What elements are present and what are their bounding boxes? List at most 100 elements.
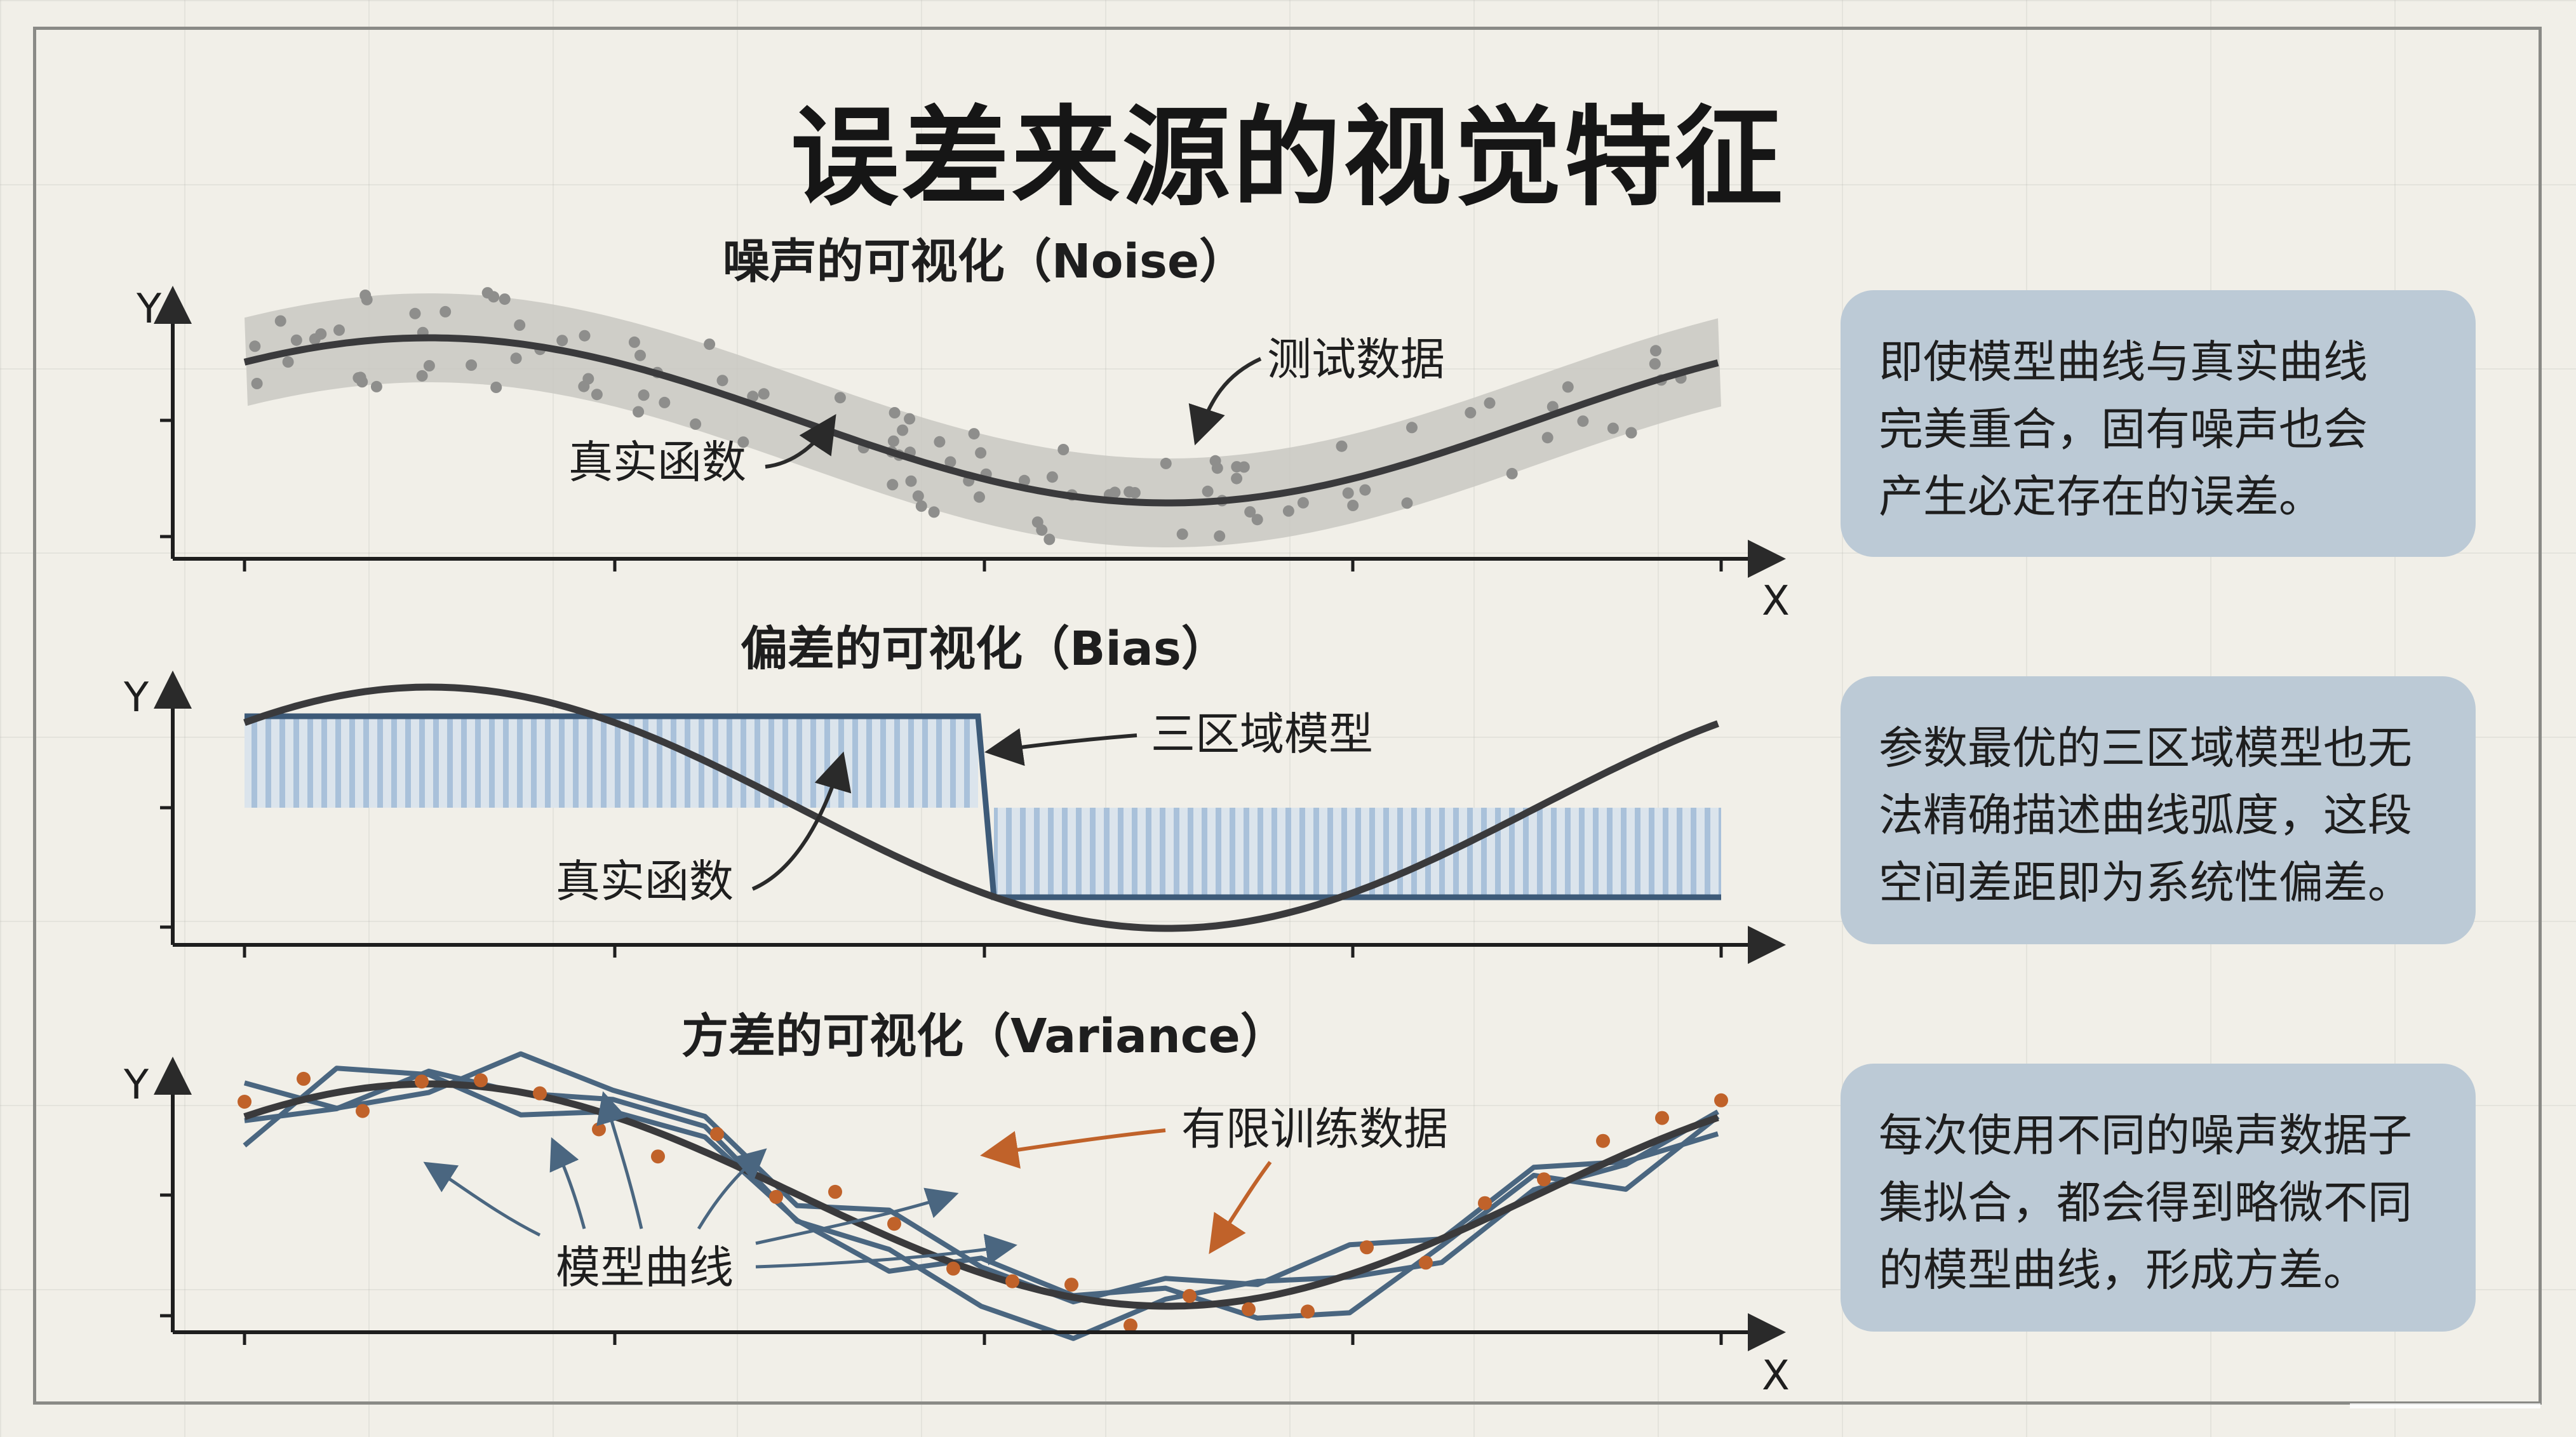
variance-explanation-callout: 每次使用不同的噪声数据子 集拟合，都会得到略微不同 的模型曲线，形成方差。 bbox=[1841, 1064, 2476, 1332]
variance-training-point bbox=[1005, 1274, 1019, 1288]
noise-axes bbox=[154, 286, 1786, 578]
variance-training-point bbox=[1596, 1133, 1610, 1148]
noise-test-point bbox=[579, 330, 591, 342]
bias-callout-line: 参数最优的三区域模型也无 bbox=[1879, 722, 2412, 774]
variance-training-point bbox=[533, 1086, 547, 1100]
variance-training-point bbox=[1419, 1255, 1433, 1270]
variance-callout-line: 每次使用不同的噪声数据子 bbox=[1879, 1109, 2412, 1161]
noise-test-point bbox=[934, 436, 946, 448]
noise-test-point bbox=[510, 352, 522, 364]
variance-training-point bbox=[1183, 1288, 1197, 1303]
noise-true-function-label: 真实函数 bbox=[568, 436, 746, 488]
noise-test-point bbox=[758, 388, 770, 400]
variance-model-arrow-1 bbox=[423, 1161, 541, 1237]
page-title: 误差来源的视觉特征 bbox=[790, 95, 1785, 221]
noise-test-point bbox=[466, 359, 478, 371]
bias-true-function-arrow bbox=[751, 751, 852, 891]
noise-test-point bbox=[1406, 422, 1418, 434]
variance-training-point bbox=[415, 1074, 429, 1089]
noise-test-point bbox=[747, 391, 759, 403]
noise-test-point bbox=[582, 373, 594, 385]
bias-true-function-curve bbox=[243, 683, 1719, 932]
noise-test-point bbox=[514, 319, 526, 331]
noise-test-point bbox=[556, 335, 568, 347]
noise-test-point bbox=[274, 315, 286, 327]
noise-test-point bbox=[1018, 474, 1030, 486]
noise-test-point bbox=[1336, 440, 1348, 452]
variance-training-point bbox=[474, 1073, 488, 1088]
variance-training-point bbox=[1064, 1278, 1078, 1292]
noise-test-point bbox=[1401, 497, 1413, 509]
noise-test-point bbox=[944, 456, 956, 468]
noise-y-axis-label: Y bbox=[136, 286, 162, 333]
noise-test-point bbox=[1484, 397, 1496, 409]
noise-test-point bbox=[1347, 500, 1359, 511]
bias-explanation-callout: 参数最优的三区域模型也无 法精确描述曲线弧度，这段 空间差距即为系统性偏差。 bbox=[1841, 676, 2476, 944]
noise-test-data-arrow bbox=[1188, 357, 1262, 446]
noise-test-point bbox=[352, 372, 365, 384]
noise-test-point bbox=[361, 293, 373, 305]
variance-training-point bbox=[238, 1095, 252, 1109]
noise-test-point bbox=[628, 336, 640, 348]
variance-model-arrow-5 bbox=[755, 1187, 959, 1245]
variance-training-point bbox=[651, 1149, 665, 1164]
variance-panel: Y X 有限训练数据 模型曲线 bbox=[123, 1051, 1790, 1400]
noise-x-axis-label: X bbox=[1762, 578, 1790, 625]
variance-x-axis-label: X bbox=[1762, 1353, 1790, 1400]
variance-training-point bbox=[887, 1217, 901, 1231]
noise-test-point bbox=[423, 360, 435, 371]
noise-true-function-arrow bbox=[765, 413, 836, 469]
noise-test-data-label: 测试数据 bbox=[1267, 333, 1445, 385]
noise-test-point bbox=[1562, 381, 1574, 393]
noise-test-point bbox=[1057, 444, 1070, 455]
variance-callout-line: 的模型曲线，形成方差。 bbox=[1879, 1244, 2368, 1296]
noise-test-point bbox=[897, 424, 909, 436]
noise-test-point bbox=[333, 324, 345, 336]
noise-test-point bbox=[633, 406, 645, 418]
variance-training-point bbox=[356, 1104, 370, 1118]
noise-test-point bbox=[1541, 432, 1553, 444]
noise-test-point bbox=[1297, 497, 1309, 509]
noise-test-point bbox=[1282, 505, 1294, 517]
variance-training-point bbox=[1478, 1196, 1492, 1210]
noise-callout-line: 即使模型曲线与真实曲线 bbox=[1879, 336, 2368, 388]
variance-training-point bbox=[1537, 1172, 1551, 1187]
noise-test-point bbox=[968, 428, 980, 440]
bias-y-axis-label: Y bbox=[123, 674, 149, 721]
noise-test-point bbox=[1046, 471, 1058, 483]
noise-test-point bbox=[928, 506, 940, 518]
noise-test-point bbox=[499, 293, 511, 305]
noise-test-point bbox=[251, 378, 263, 389]
variance-callout-line: 集拟合，都会得到略微不同 bbox=[1879, 1177, 2412, 1229]
noise-test-point bbox=[416, 370, 428, 382]
noise-panel: Y X 测试数据 真实函数 bbox=[136, 286, 1790, 625]
variance-training-data-label: 有限训练数据 bbox=[1181, 1103, 1448, 1155]
noise-test-point bbox=[1160, 457, 1172, 469]
noise-test-point bbox=[1577, 415, 1589, 427]
noise-test-point bbox=[1251, 514, 1263, 526]
noise-test-point bbox=[1342, 487, 1354, 499]
bias-model-label: 三区域模型 bbox=[1151, 708, 1373, 760]
variance-model-curves bbox=[243, 1051, 1720, 1341]
variance-training-point bbox=[1360, 1240, 1374, 1255]
noise-test-point bbox=[1211, 462, 1223, 474]
bias-model-arrow bbox=[984, 728, 1137, 766]
noise-test-point bbox=[889, 407, 901, 418]
noise-callout-line: 产生必定存在的误差。 bbox=[1879, 471, 2323, 523]
variance-training-point bbox=[1301, 1304, 1315, 1319]
noise-test-point bbox=[290, 334, 302, 346]
noise-test-point bbox=[1465, 406, 1477, 418]
noise-test-point bbox=[1650, 345, 1661, 357]
noise-test-point bbox=[887, 435, 899, 447]
bias-callout-line: 法精确描述曲线弧度，这段 bbox=[1879, 789, 2412, 841]
corner-mark bbox=[2350, 1403, 2540, 1408]
noise-test-point bbox=[439, 305, 452, 317]
variance-training-point bbox=[828, 1184, 842, 1199]
bias-gap-fill bbox=[245, 716, 1721, 897]
noise-test-point bbox=[704, 338, 716, 351]
noise-test-point bbox=[1649, 358, 1661, 370]
noise-test-point bbox=[974, 491, 985, 503]
noise-test-point bbox=[1238, 461, 1250, 473]
noise-test-point bbox=[1506, 467, 1518, 479]
noise-test-point bbox=[1202, 485, 1214, 497]
